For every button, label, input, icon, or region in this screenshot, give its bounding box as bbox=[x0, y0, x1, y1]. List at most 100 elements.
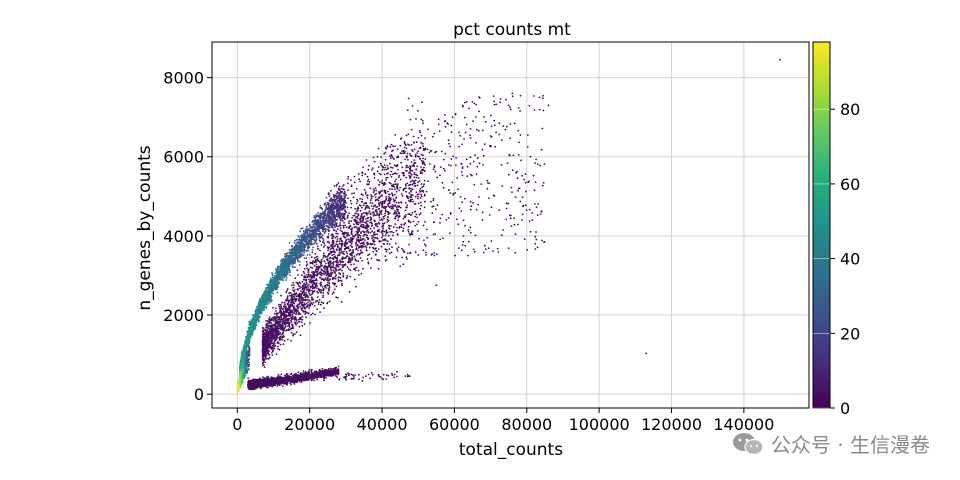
data-point bbox=[346, 252, 348, 255]
data-point bbox=[394, 145, 396, 148]
data-point bbox=[390, 230, 393, 233]
data-point bbox=[383, 238, 385, 241]
data-point bbox=[407, 199, 410, 202]
data-point bbox=[400, 201, 402, 204]
data-point bbox=[292, 380, 295, 382]
data-point bbox=[345, 226, 348, 229]
data-point bbox=[347, 261, 349, 263]
data-point bbox=[403, 174, 406, 177]
data-point bbox=[367, 168, 370, 171]
data-point bbox=[362, 376, 364, 379]
data-point bbox=[291, 315, 294, 318]
data-point bbox=[284, 375, 287, 377]
data-point bbox=[271, 339, 273, 342]
data-point bbox=[470, 205, 473, 208]
data-point bbox=[316, 296, 319, 298]
data-point bbox=[387, 374, 390, 377]
data-point bbox=[422, 145, 424, 148]
data-point bbox=[505, 218, 508, 221]
data-point bbox=[319, 372, 322, 375]
data-point bbox=[330, 275, 332, 278]
data-point bbox=[364, 191, 367, 194]
data-point bbox=[330, 252, 333, 254]
data-point bbox=[302, 370, 305, 372]
data-point bbox=[310, 256, 313, 259]
data-point bbox=[411, 194, 414, 197]
data-point bbox=[397, 219, 399, 222]
data-point bbox=[359, 246, 362, 248]
data-point bbox=[350, 179, 352, 182]
data-point bbox=[333, 368, 335, 371]
data-point bbox=[326, 236, 329, 239]
data-point bbox=[390, 170, 393, 173]
data-point bbox=[369, 221, 371, 224]
data-point bbox=[469, 208, 472, 211]
data-point bbox=[538, 108, 541, 111]
data-point bbox=[509, 123, 512, 125]
data-point bbox=[447, 139, 450, 142]
data-point bbox=[346, 255, 349, 258]
data-point bbox=[369, 216, 372, 219]
data-point bbox=[417, 181, 419, 184]
data-point bbox=[296, 378, 299, 380]
data-point bbox=[514, 233, 517, 236]
data-point bbox=[396, 172, 398, 175]
data-point bbox=[507, 202, 510, 205]
data-point bbox=[406, 152, 409, 155]
data-point bbox=[459, 196, 462, 198]
data-point bbox=[347, 227, 350, 230]
data-point bbox=[415, 213, 418, 216]
data-point bbox=[323, 372, 326, 374]
data-point bbox=[341, 261, 344, 263]
data-point bbox=[387, 234, 390, 237]
data-point bbox=[335, 232, 337, 235]
data-point bbox=[448, 142, 450, 145]
data-point bbox=[523, 238, 526, 241]
data-point bbox=[460, 210, 463, 212]
data-point bbox=[323, 260, 326, 262]
data-point bbox=[511, 169, 514, 172]
data-point bbox=[414, 195, 417, 198]
data-point bbox=[370, 243, 373, 246]
data-point bbox=[398, 215, 400, 218]
data-point bbox=[542, 94, 544, 97]
data-point bbox=[382, 224, 385, 226]
data-point bbox=[351, 258, 354, 261]
data-point bbox=[363, 202, 366, 205]
data-point bbox=[371, 230, 373, 233]
data-point bbox=[333, 283, 336, 286]
data-point bbox=[297, 371, 300, 374]
data-point bbox=[417, 254, 420, 256]
data-point bbox=[468, 240, 470, 243]
data-point bbox=[461, 143, 464, 146]
data-point bbox=[383, 217, 385, 220]
data-point bbox=[372, 239, 374, 242]
data-point bbox=[311, 251, 314, 254]
data-point bbox=[336, 191, 339, 193]
data-point bbox=[366, 183, 369, 186]
data-point bbox=[517, 107, 520, 109]
data-point bbox=[493, 103, 496, 106]
data-point bbox=[281, 385, 284, 387]
data-point bbox=[528, 208, 531, 211]
data-point bbox=[352, 249, 354, 251]
data-point bbox=[392, 145, 394, 148]
data-point bbox=[307, 301, 309, 304]
data-point bbox=[343, 188, 346, 191]
data-point bbox=[524, 173, 527, 176]
data-point bbox=[369, 187, 372, 190]
data-point bbox=[514, 196, 517, 199]
data-point bbox=[381, 234, 384, 237]
data-point bbox=[299, 302, 302, 304]
data-point bbox=[301, 378, 304, 380]
data-point bbox=[372, 191, 375, 194]
data-point bbox=[416, 174, 419, 177]
data-point bbox=[317, 269, 320, 271]
data-point bbox=[269, 346, 272, 348]
data-point bbox=[388, 188, 391, 190]
data-point bbox=[303, 275, 306, 277]
data-point bbox=[400, 161, 403, 164]
data-point bbox=[519, 134, 522, 136]
data-point bbox=[458, 131, 460, 134]
data-point bbox=[337, 187, 340, 190]
